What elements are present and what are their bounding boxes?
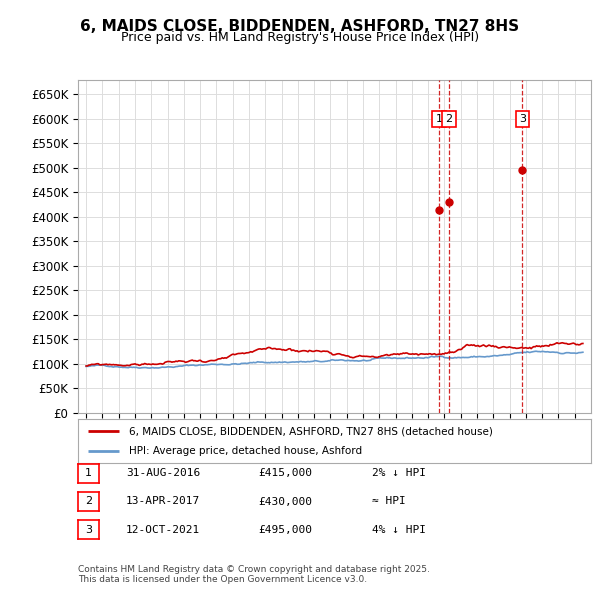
Text: £430,000: £430,000 — [258, 497, 312, 506]
Text: 2% ↓ HPI: 2% ↓ HPI — [372, 468, 426, 478]
Text: 4% ↓ HPI: 4% ↓ HPI — [372, 525, 426, 535]
Text: £415,000: £415,000 — [258, 468, 312, 478]
Text: ≈ HPI: ≈ HPI — [372, 497, 406, 506]
Text: 3: 3 — [85, 525, 92, 535]
Text: 6, MAIDS CLOSE, BIDDENDEN, ASHFORD, TN27 8HS: 6, MAIDS CLOSE, BIDDENDEN, ASHFORD, TN27… — [80, 19, 520, 34]
Text: 2: 2 — [445, 114, 452, 124]
Text: 1: 1 — [436, 114, 442, 124]
Text: Price paid vs. HM Land Registry's House Price Index (HPI): Price paid vs. HM Land Registry's House … — [121, 31, 479, 44]
Text: 12-OCT-2021: 12-OCT-2021 — [126, 525, 200, 535]
Text: 13-APR-2017: 13-APR-2017 — [126, 497, 200, 506]
Text: 2: 2 — [85, 497, 92, 506]
Text: 31-AUG-2016: 31-AUG-2016 — [126, 468, 200, 478]
Text: £495,000: £495,000 — [258, 525, 312, 535]
Text: Contains HM Land Registry data © Crown copyright and database right 2025.
This d: Contains HM Land Registry data © Crown c… — [78, 565, 430, 584]
Text: HPI: Average price, detached house, Ashford: HPI: Average price, detached house, Ashf… — [130, 446, 362, 455]
Text: 1: 1 — [85, 468, 92, 478]
Text: 3: 3 — [519, 114, 526, 124]
Text: 6, MAIDS CLOSE, BIDDENDEN, ASHFORD, TN27 8HS (detached house): 6, MAIDS CLOSE, BIDDENDEN, ASHFORD, TN27… — [130, 427, 493, 436]
